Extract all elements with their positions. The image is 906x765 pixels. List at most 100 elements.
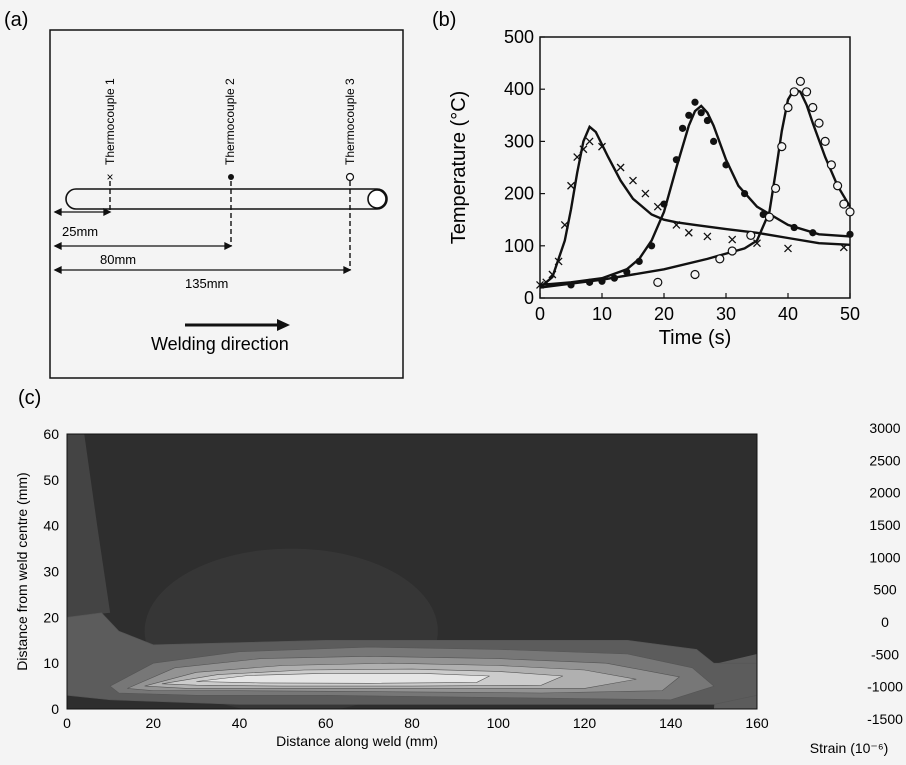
data-point-filled <box>660 200 668 208</box>
y-tick-label: 20 <box>43 609 59 625</box>
x-tick-label: 80 <box>404 715 420 731</box>
contour-left-edge <box>67 434 111 618</box>
colorbar-label: Strain (10⁻⁶) <box>810 740 889 756</box>
y-axis-label: Temperature (°C) <box>448 91 470 245</box>
data-point-filled <box>691 98 699 106</box>
data-point-cross <box>784 244 792 253</box>
data-point-open <box>795 76 806 86</box>
colorbar-tick-label: 2000 <box>869 485 900 501</box>
x-tick-label: 50 <box>840 304 860 324</box>
x-tick-label: 120 <box>573 715 597 731</box>
data-point-open <box>801 87 812 97</box>
data-point-open <box>839 199 849 209</box>
data-point-cross <box>554 257 563 266</box>
data-point-open <box>715 254 725 264</box>
plot-frame <box>539 36 851 299</box>
data-point-cross <box>567 181 575 190</box>
panel-label-b: (b) <box>432 9 456 31</box>
y-tick-label: 500 <box>504 27 534 47</box>
x-axis-label: Distance along weld (mm) <box>276 733 438 749</box>
data-point-open <box>826 160 837 170</box>
thermocouple-2-marker <box>228 174 234 180</box>
data-point-open <box>814 118 824 128</box>
x-axis-label: Time (s) <box>659 327 732 349</box>
data-point-cross <box>585 137 594 146</box>
data-point-cross <box>616 163 625 172</box>
colorbar-tick-label: -1500 <box>867 711 903 727</box>
colorbar-tick-label: 3000 <box>869 420 900 436</box>
data-point-cross <box>598 142 606 151</box>
data-point-cross <box>672 220 681 229</box>
data-point-filled <box>790 223 798 232</box>
data-point-filled <box>635 257 643 266</box>
data-point-open <box>653 277 663 287</box>
data-point-filled <box>722 161 730 169</box>
y-tick-label: 0 <box>51 701 59 717</box>
x-tick-label: 160 <box>745 715 769 731</box>
data-point-cross <box>839 243 848 252</box>
x-tick-label: 0 <box>63 715 71 731</box>
colorbar-tick-label: -1000 <box>867 679 903 695</box>
x-tick-label: 140 <box>659 715 683 731</box>
x-tick-label: 100 <box>487 715 511 731</box>
x-tick-label: 40 <box>232 715 248 731</box>
y-tick-label: 300 <box>504 131 534 151</box>
distance-25-arrowheads <box>53 207 112 217</box>
weld-plate <box>65 188 388 210</box>
data-point-filled <box>623 268 631 276</box>
contour-frame <box>66 433 758 710</box>
data-point-filled <box>846 230 854 238</box>
data-point-cross <box>703 232 712 241</box>
data-point-filled <box>703 116 712 125</box>
data-point-filled <box>710 137 718 145</box>
data-point-filled <box>685 111 693 119</box>
thermocouple-2-label: Thermocouple 2 <box>223 78 237 165</box>
fit-line-3 <box>539 87 852 289</box>
x-tick-label: 40 <box>778 304 798 324</box>
data-point-cross <box>573 153 582 162</box>
colorbar-tick-label: 0 <box>881 614 889 630</box>
data-point-cross <box>728 235 737 244</box>
data-point-open <box>820 136 830 146</box>
y-tick-label: 10 <box>43 655 59 671</box>
welding-direction-label: Welding direction <box>151 334 289 354</box>
data-point-cross <box>684 228 693 237</box>
colorbar-tick-label: 1500 <box>869 517 900 533</box>
data-point-cross <box>548 270 557 279</box>
colorbar-tick-label: 500 <box>873 582 897 598</box>
distance-80-label: 80mm <box>100 252 136 267</box>
y-tick-label: 200 <box>504 184 534 204</box>
data-point-open <box>727 246 737 256</box>
y-tick-label: 50 <box>43 472 59 488</box>
y-tick-label: 30 <box>43 564 59 580</box>
data-point-open <box>690 269 700 280</box>
data-point-filled <box>679 124 687 132</box>
data-point-filled <box>648 242 656 250</box>
contour-body <box>67 434 757 709</box>
distance-25-label: 25mm <box>62 224 98 239</box>
y-tick-label: 40 <box>43 518 59 534</box>
thermocouple-1-marker: × <box>106 170 113 184</box>
data-point-cross <box>653 202 662 211</box>
panel-label-c: (c) <box>18 387 41 409</box>
data-point-open <box>764 212 775 222</box>
x-tick-label: 60 <box>318 715 334 731</box>
thermocouple-1-label: Thermocouple 1 <box>103 78 117 165</box>
panel-label-a: (a) <box>4 9 28 31</box>
data-point-filled <box>697 109 705 117</box>
colorbar-tick-label: 1000 <box>869 549 900 565</box>
x-tick-label: 0 <box>535 304 545 324</box>
y-tick-label: 400 <box>504 79 534 99</box>
colorbar-tick-label: -500 <box>871 646 899 662</box>
y-tick-label: 60 <box>43 426 59 442</box>
data-point-cross <box>641 189 650 198</box>
x-tick-label: 20 <box>145 715 161 731</box>
data-point-open <box>808 102 818 113</box>
colorbar-tick-label: 2500 <box>869 452 900 468</box>
schematic-panel: Thermocouple 1 Thermocouple 2 Thermocoup… <box>49 29 404 379</box>
data-point-open <box>777 142 787 152</box>
y-axis-label: Distance from weld centre (mm) <box>14 472 30 670</box>
data-point-filled <box>809 229 817 237</box>
thermocouple-3-marker <box>345 172 355 182</box>
